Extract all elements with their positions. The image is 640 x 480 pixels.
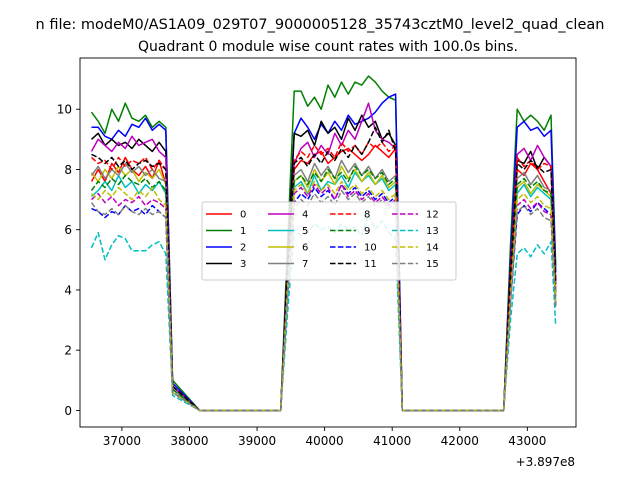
- legend-label-9: 9: [364, 226, 370, 237]
- legend-label-3: 3: [240, 259, 246, 270]
- axes-frame: [79, 57, 577, 428]
- figure-suptitle: n file: modeM0/AS1A09_029T07_9000005128_…: [36, 17, 605, 33]
- y-tick-label: 8: [64, 163, 72, 177]
- x-tick-label: 41000: [373, 434, 411, 448]
- x-tick-label: 42000: [441, 434, 479, 448]
- legend-label-6: 6: [302, 243, 308, 254]
- legend-label-0: 0: [240, 210, 246, 221]
- plot-area: 37000 38000 39000 40000 41000 42000 43000 0 2 4 6 8…: [57, 57, 577, 448]
- series-line-14: [90, 180, 557, 412]
- y-tick-label: 4: [64, 283, 72, 297]
- legend-label-14: 14: [426, 243, 439, 254]
- legend-label-7: 7: [302, 259, 308, 270]
- series-lines: [90, 75, 557, 412]
- x-tick-label: 39000: [238, 434, 276, 448]
- series-line-15: [90, 189, 557, 412]
- y-tick-label: 2: [64, 344, 72, 358]
- chart-title: Quadrant 0 module wise count rates with …: [138, 39, 518, 55]
- legend-frame: [201, 201, 457, 281]
- x-tick-label: 37000: [103, 434, 141, 448]
- legend-label-2: 2: [240, 243, 246, 254]
- x-tick-label: 38000: [170, 434, 208, 448]
- legend-label-10: 10: [364, 243, 377, 254]
- x-axis-offset-label: +3.897e8: [516, 455, 575, 469]
- series-line-7: [90, 159, 557, 412]
- y-tick-label: 10: [57, 103, 72, 117]
- legend-label-4: 4: [302, 210, 308, 221]
- y-tick-label: 6: [64, 223, 72, 237]
- y-tick-label: 0: [64, 404, 72, 418]
- legend-label-1: 1: [240, 226, 246, 237]
- legend-label-12: 12: [426, 210, 439, 221]
- x-tick-label: 40000: [306, 434, 344, 448]
- legend-label-15: 15: [426, 259, 439, 270]
- legend-label-5: 5: [302, 226, 308, 237]
- series-line-9: [90, 165, 557, 412]
- x-tick-label: 43000: [508, 434, 546, 448]
- legend-label-11: 11: [364, 259, 377, 270]
- legend-label-13: 13: [426, 226, 439, 237]
- legend-label-8: 8: [364, 210, 370, 221]
